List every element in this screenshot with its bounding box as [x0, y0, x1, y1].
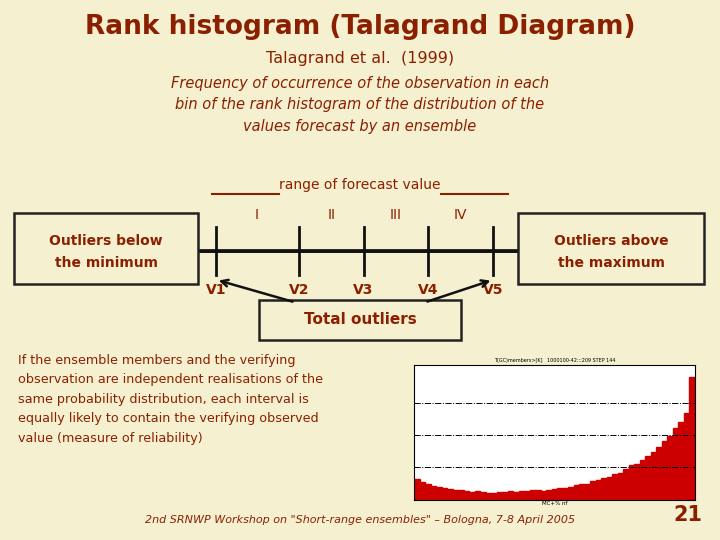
- Text: Outliers below: Outliers below: [50, 234, 163, 248]
- Bar: [574, 485, 579, 500]
- Text: V3: V3: [354, 284, 374, 298]
- Bar: [618, 472, 624, 500]
- Text: 2nd SRNWP Workshop on "Short-range ensembles" – Bologna, 7-8 April 2005: 2nd SRNWP Workshop on "Short-range ensem…: [145, 515, 575, 525]
- Text: Frequency of occurrence of the observation in each
bin of the rank histogram of : Frequency of occurrence of the observati…: [171, 76, 549, 134]
- Bar: [541, 491, 546, 500]
- Bar: [469, 492, 474, 500]
- Text: V4: V4: [418, 284, 438, 298]
- Bar: [629, 465, 634, 500]
- Bar: [546, 490, 552, 500]
- Bar: [568, 487, 574, 500]
- Bar: [447, 489, 453, 500]
- Bar: [579, 484, 585, 500]
- Bar: [453, 490, 458, 500]
- Bar: [485, 493, 491, 500]
- Title: T(GC)members>[K]   1000100-42:::209 STEP 144: T(GC)members>[K] 1000100-42:::209 STEP 1…: [494, 359, 615, 363]
- Bar: [508, 491, 513, 500]
- Bar: [425, 484, 431, 500]
- Text: Talagrand et al.  (1999): Talagrand et al. (1999): [266, 51, 454, 66]
- Text: III: III: [390, 208, 402, 222]
- Bar: [458, 490, 464, 500]
- Text: I: I: [255, 208, 259, 222]
- Bar: [513, 492, 518, 500]
- FancyBboxPatch shape: [259, 300, 461, 340]
- Bar: [552, 489, 557, 500]
- Text: If the ensemble members and the verifying
observation are independent realisatio: If the ensemble members and the verifyin…: [18, 354, 323, 445]
- Bar: [585, 484, 590, 500]
- Bar: [667, 436, 672, 500]
- Text: V2: V2: [289, 284, 309, 298]
- Bar: [689, 377, 695, 500]
- Bar: [436, 487, 441, 500]
- Bar: [414, 479, 420, 500]
- Bar: [684, 413, 689, 500]
- Text: Total outliers: Total outliers: [304, 313, 416, 327]
- Bar: [464, 491, 469, 500]
- Bar: [634, 464, 640, 500]
- Bar: [645, 456, 651, 500]
- Bar: [656, 447, 662, 500]
- Bar: [651, 452, 656, 500]
- Text: V5: V5: [483, 284, 503, 298]
- Bar: [662, 441, 667, 500]
- Bar: [672, 428, 678, 500]
- Bar: [624, 469, 629, 500]
- Bar: [474, 491, 480, 500]
- FancyBboxPatch shape: [14, 213, 198, 284]
- Text: V1: V1: [206, 284, 226, 298]
- Bar: [535, 490, 541, 500]
- Text: Outliers above: Outliers above: [554, 234, 669, 248]
- Bar: [491, 493, 497, 500]
- Bar: [607, 477, 612, 500]
- Bar: [590, 481, 595, 500]
- Bar: [524, 491, 530, 500]
- Bar: [497, 492, 502, 500]
- Text: the minimum: the minimum: [55, 255, 158, 269]
- Bar: [518, 491, 524, 500]
- Bar: [557, 488, 562, 500]
- Bar: [480, 492, 485, 500]
- X-axis label: MC+% nf: MC+% nf: [541, 501, 567, 506]
- Bar: [441, 488, 447, 500]
- Text: the maximum: the maximum: [558, 255, 665, 269]
- Text: Rank histogram (Talagrand Diagram): Rank histogram (Talagrand Diagram): [85, 14, 635, 39]
- Bar: [420, 482, 425, 500]
- Text: range of forecast value: range of forecast value: [279, 178, 441, 192]
- Bar: [595, 481, 601, 500]
- Bar: [562, 488, 568, 500]
- Bar: [678, 422, 684, 500]
- Bar: [502, 492, 508, 500]
- Text: IV: IV: [454, 208, 467, 222]
- Text: II: II: [327, 208, 336, 222]
- FancyBboxPatch shape: [518, 213, 704, 284]
- Text: 21: 21: [673, 505, 702, 525]
- Bar: [530, 490, 535, 500]
- Bar: [431, 486, 436, 500]
- Bar: [601, 478, 607, 500]
- Bar: [640, 460, 645, 500]
- Bar: [612, 474, 618, 500]
